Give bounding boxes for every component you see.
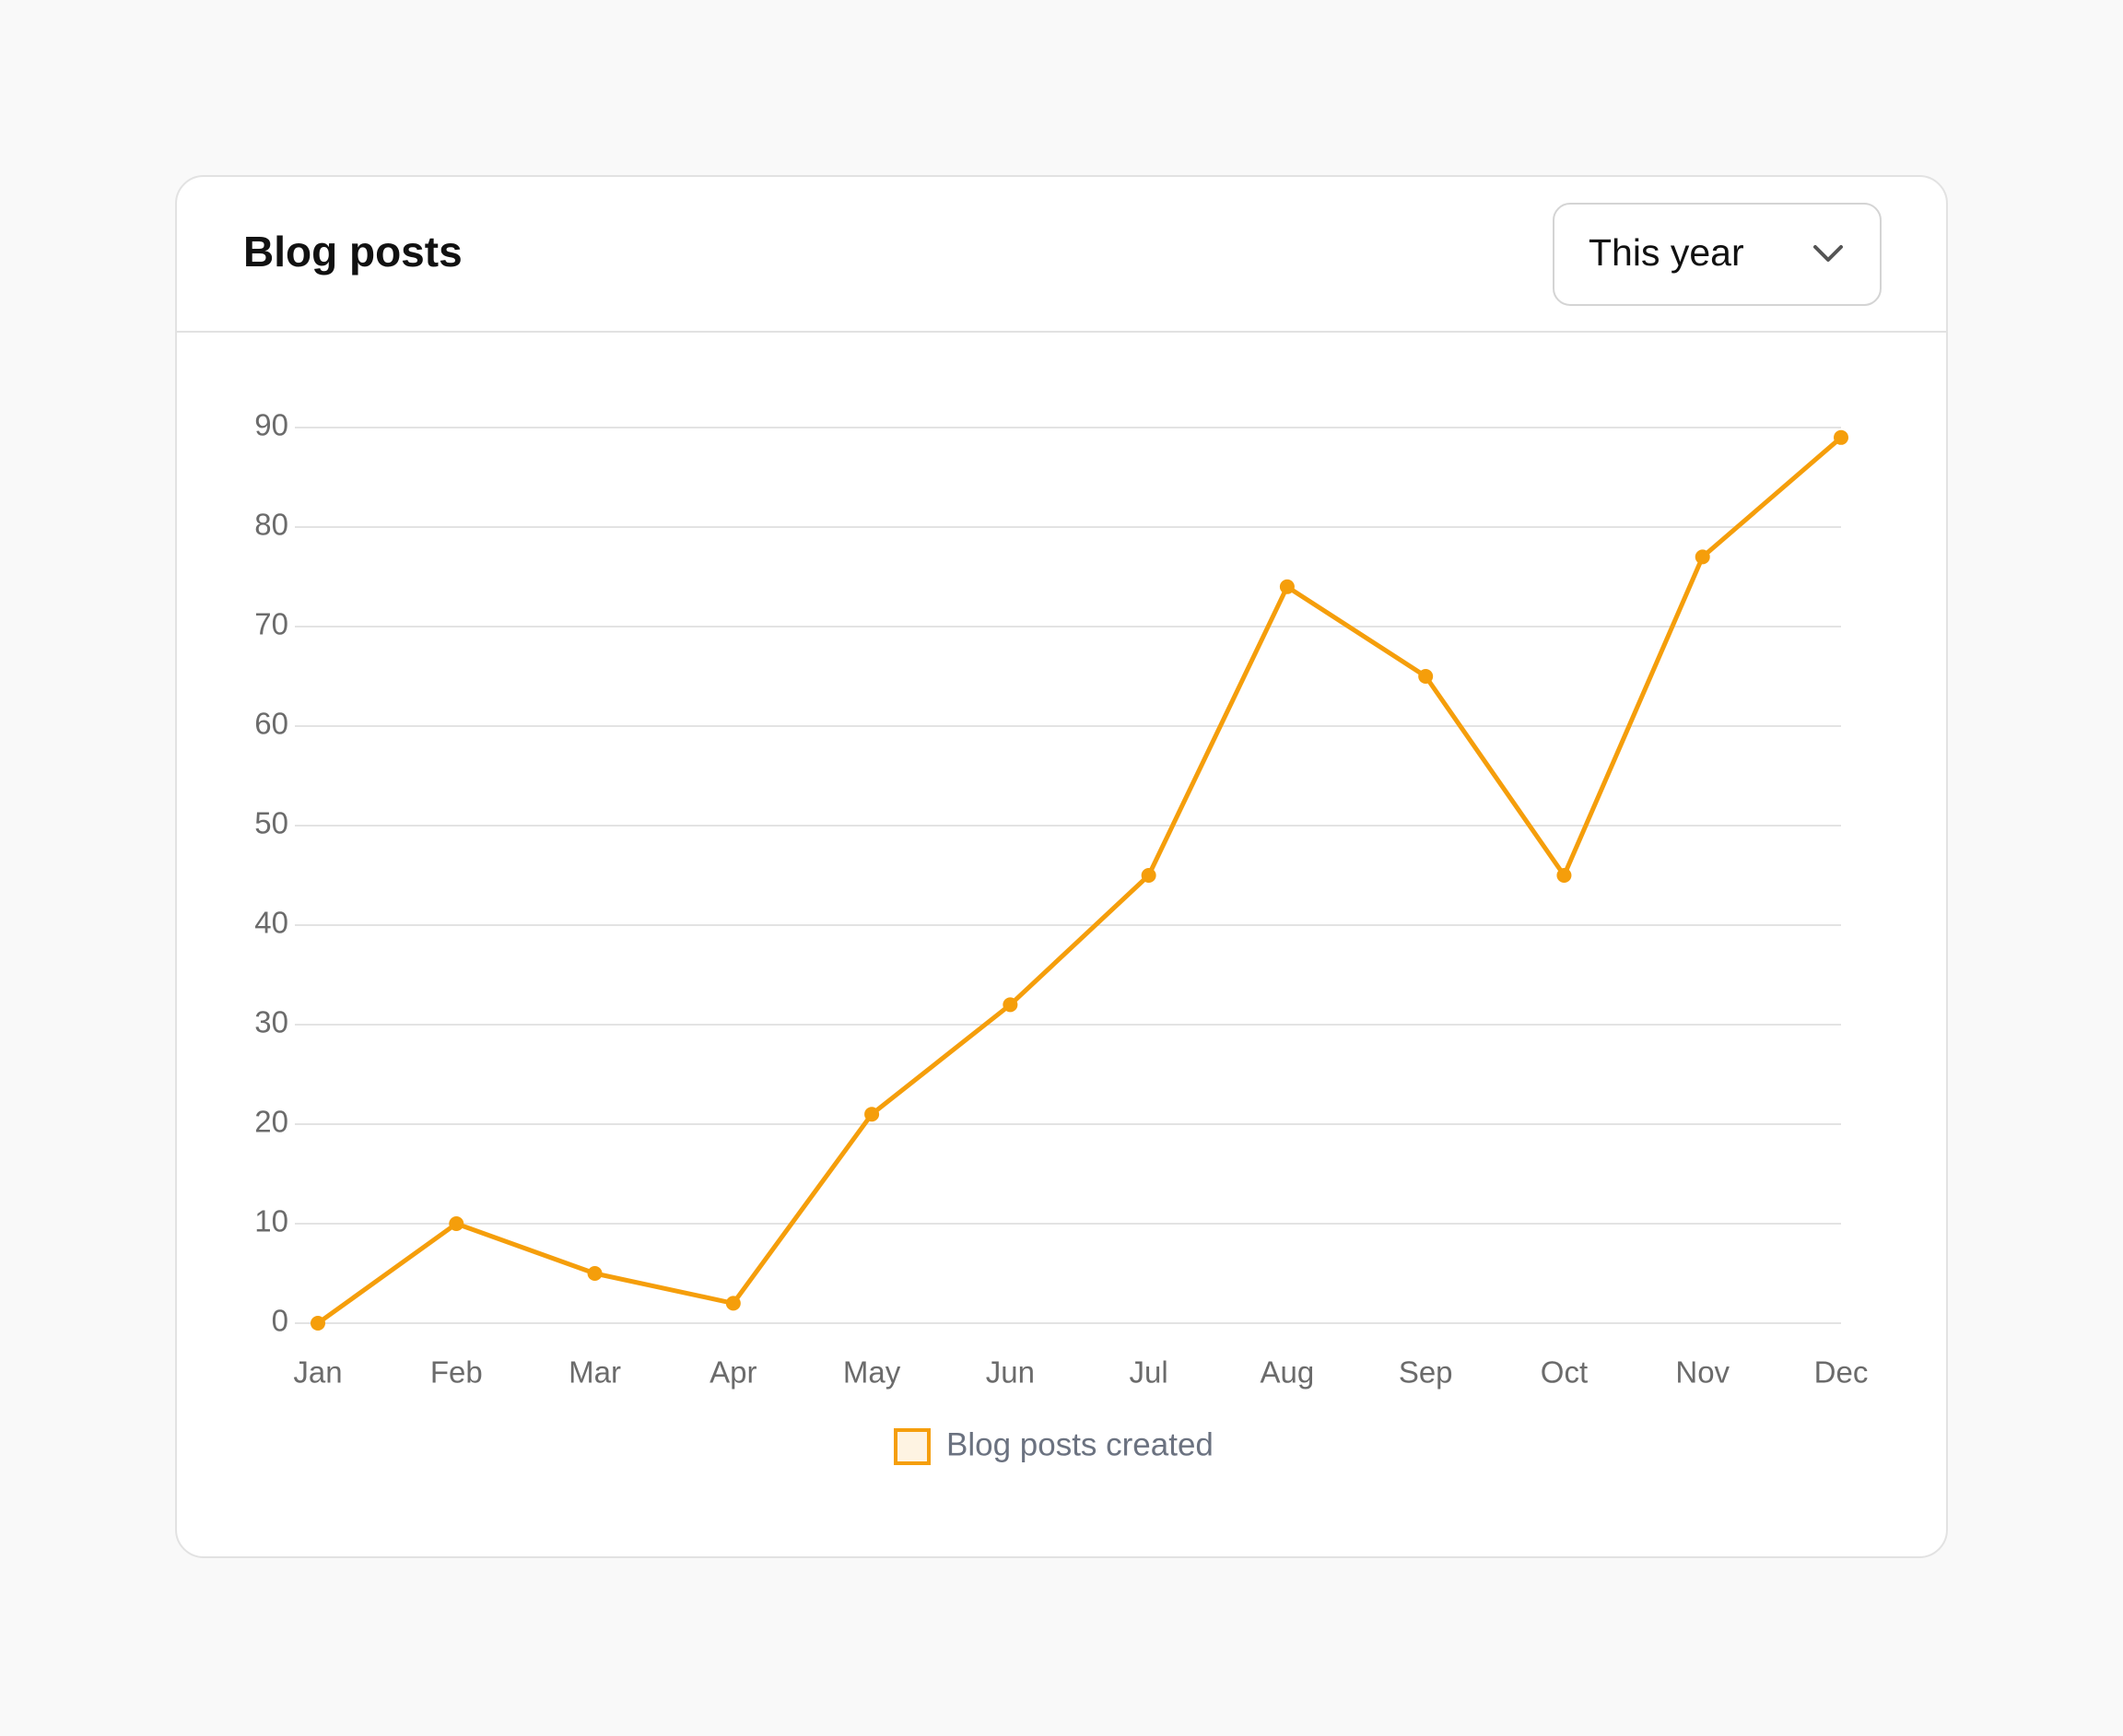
x-tick-label: Sep (1399, 1355, 1453, 1390)
legend-label: Blog posts created (946, 1426, 1214, 1462)
data-point (725, 1296, 741, 1311)
x-tick-label: Apr (710, 1355, 757, 1390)
x-tick-label: Jun (986, 1355, 1035, 1390)
legend-swatch (894, 1428, 931, 1465)
dropdown-box[interactable] (1553, 203, 1882, 306)
chart-title: Blog posts (243, 228, 463, 276)
card (175, 175, 1948, 1558)
y-tick-label: 50 (254, 806, 288, 840)
x-tick-label: Feb (430, 1355, 483, 1390)
period-dropdown[interactable]: This year (1553, 203, 1882, 306)
data-point (587, 1266, 603, 1281)
y-tick-label: 10 (254, 1204, 288, 1238)
y-tick-label: 60 (254, 707, 288, 741)
x-tick-label: Oct (1541, 1355, 1588, 1390)
y-tick-label: 30 (254, 1005, 288, 1039)
x-tick-label: Jul (1130, 1355, 1168, 1390)
y-tick-label: 90 (254, 408, 288, 442)
y-tick-label: 20 (254, 1105, 288, 1139)
x-tick-label: May (843, 1355, 901, 1390)
data-point (1418, 669, 1434, 684)
dropdown-chevron[interactable] (1813, 245, 1843, 262)
x-tick-label: Nov (1675, 1355, 1730, 1390)
data-point (1695, 549, 1710, 565)
data-point (311, 1316, 325, 1331)
y-tick-label: 80 (254, 508, 288, 542)
y-tick-label: 70 (254, 607, 288, 641)
data-point (864, 1107, 880, 1122)
y-tick-label: 40 (254, 906, 288, 940)
x-tick-label: Jan (293, 1355, 342, 1390)
x-tick-label: Dec (1814, 1355, 1869, 1390)
data-point (1003, 997, 1018, 1013)
x-tick-label: Aug (1261, 1355, 1315, 1390)
data-point (1141, 868, 1156, 883)
x-tick-label: Mar (569, 1355, 621, 1390)
data-point (1834, 429, 1848, 445)
series-line (316, 435, 1843, 1326)
data-point (1279, 579, 1295, 594)
dropdown-label[interactable]: This year (1589, 231, 1744, 274)
data-point (449, 1216, 464, 1231)
y-tick-label: 0 (272, 1304, 288, 1338)
data-point (1556, 868, 1572, 883)
